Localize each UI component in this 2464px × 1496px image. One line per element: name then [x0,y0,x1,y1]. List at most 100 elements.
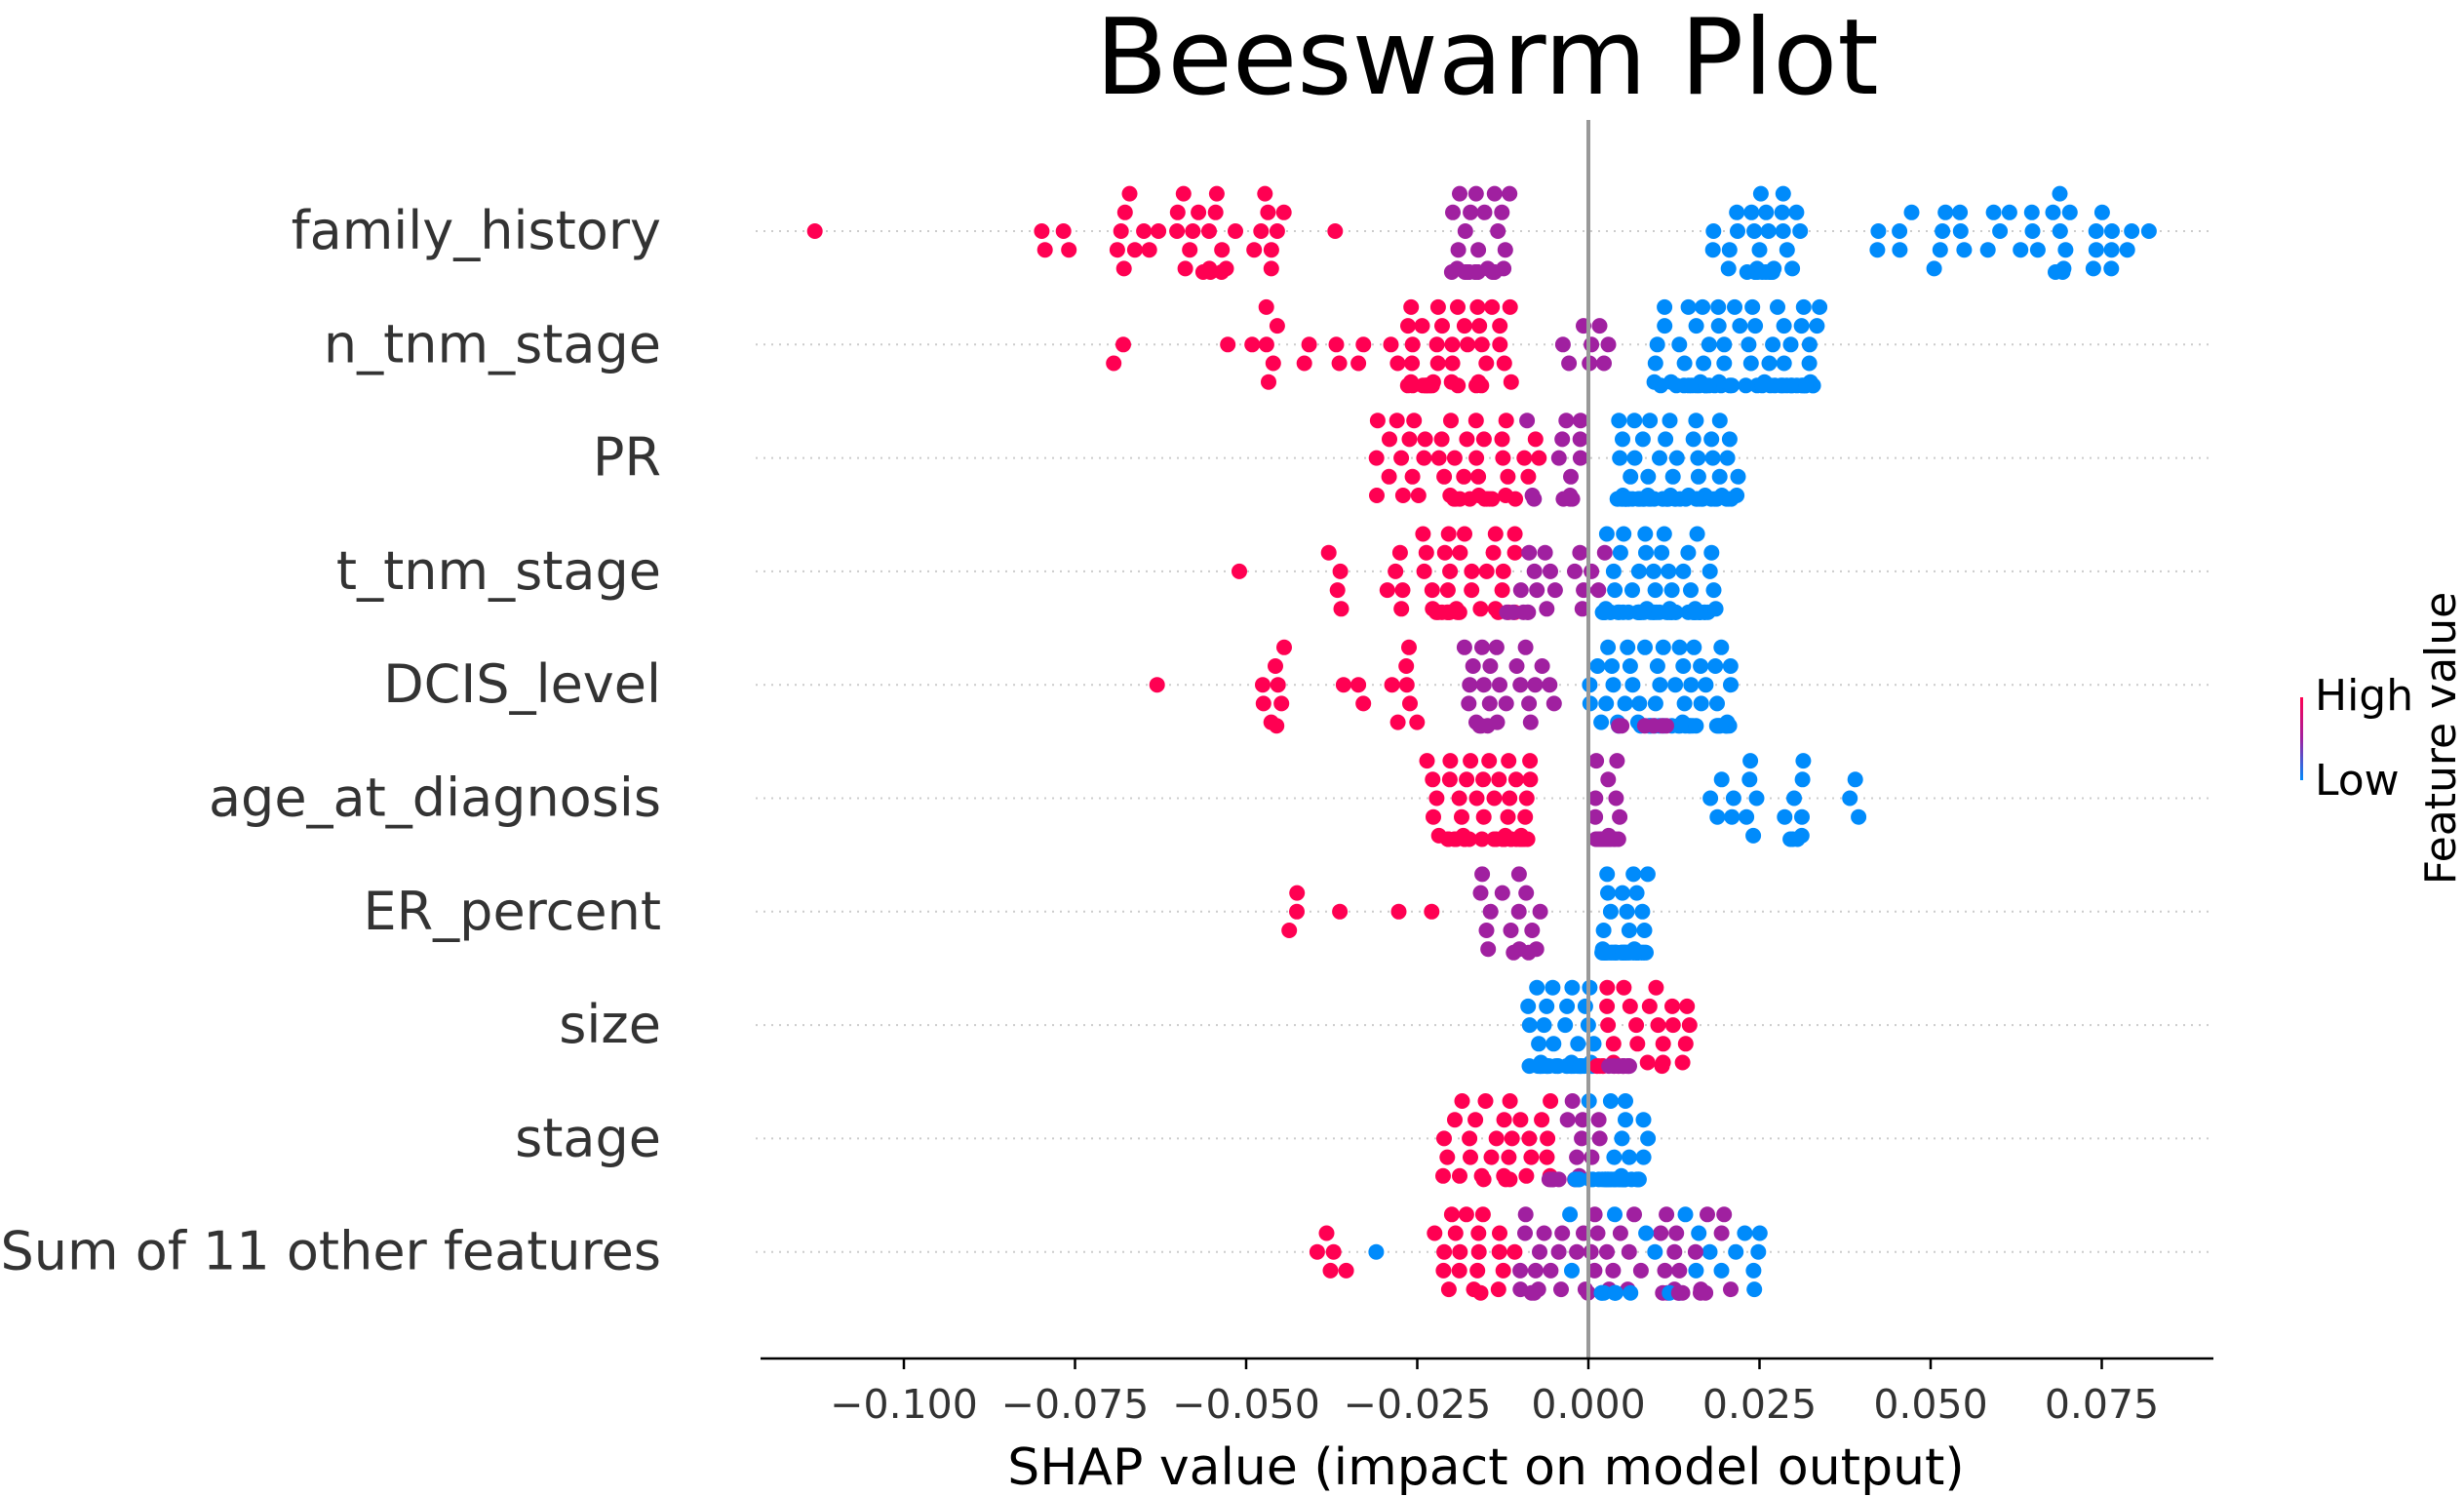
colorbar-high-label: High [2315,671,2413,721]
shap-point [1625,866,1642,883]
shap-point [1742,355,1759,372]
shap-point [1034,223,1050,239]
shap-point [1469,264,1485,280]
shap-point [1587,808,1604,825]
shap-point [1486,185,1503,202]
feature-label: family_history [292,200,661,261]
shap-point [1935,223,1951,239]
shap-point [1680,298,1697,315]
shap-point [1503,923,1519,938]
shap-point [1744,298,1761,315]
shap-point [1440,526,1457,542]
shap-point [1451,1262,1467,1279]
shap-point [1577,998,1593,1014]
shap-point [1723,677,1739,693]
shap-point [1320,544,1337,561]
shap-point [1842,790,1858,807]
shap-point [1626,944,1642,961]
shap-point [1301,336,1317,353]
shap-point [1612,544,1628,561]
shap-point [1452,185,1467,202]
shap-point [1926,260,1942,277]
shap-point [1593,1284,1610,1301]
shap-point [1436,1243,1453,1260]
shap-point [1472,885,1489,901]
shap-point [1713,1225,1730,1241]
shap-point [1705,582,1722,599]
shap-point [1591,318,1608,335]
shap-point [1605,677,1622,693]
shap-point [1696,355,1712,372]
shap-point [1492,318,1508,335]
shap-point [1545,1036,1562,1052]
shap-point [1732,318,1748,335]
shap-point [1722,658,1739,674]
shap-point [1605,1262,1622,1279]
shap-point [1620,639,1636,655]
shap-point [1775,223,1791,239]
shap-point [1428,790,1445,807]
shap-point [1693,1284,1708,1301]
shap-point [1653,377,1669,394]
shap-point [1441,771,1458,788]
shap-point [1553,1281,1569,1298]
shap-point [1490,223,1506,239]
shap-point [1424,582,1440,599]
shap-point [1640,1130,1657,1147]
shap-point [1611,1171,1627,1188]
shap-point [1486,790,1503,807]
shap-point [1529,979,1545,996]
shap-point [1597,604,1614,620]
shap-point [1748,790,1765,807]
shap-point [1662,413,1678,429]
shap-point [1607,582,1623,599]
shap-point [1415,526,1431,542]
shap-point [1468,450,1485,466]
shap-point [1462,1130,1478,1147]
shap-point [1151,223,1167,239]
shap-point [1642,413,1659,429]
shap-point [1468,790,1485,807]
shap-point [1512,677,1529,693]
shap-point [1471,318,1488,335]
shap-point [1472,601,1489,617]
shap-point [1106,355,1122,372]
x-tick-label: −0.025 [1344,1381,1492,1428]
shap-point [1255,695,1271,712]
shap-point [1782,831,1799,847]
shap-point [1430,450,1447,466]
shap-point [1390,903,1407,920]
shap-point [1462,677,1478,693]
shap-point [1177,260,1193,277]
shap-point [1730,468,1746,485]
x-tick-label: 0.000 [1531,1381,1645,1428]
shap-point [1488,1130,1505,1147]
shap-point [1626,413,1643,429]
shap-point [1721,242,1738,258]
shap-point [1677,1206,1694,1223]
shap-point [1402,695,1418,712]
shap-point [1495,450,1511,466]
shap-point [1456,318,1472,335]
shap-point [1545,695,1562,712]
shap-point [1400,318,1416,335]
shap-point [1289,903,1305,920]
shap-point [1036,242,1053,258]
shap-point [1545,979,1561,996]
shap-point [1478,563,1495,579]
shap-point [1574,1130,1590,1147]
shap-point [1532,903,1548,920]
shap-point [1589,1225,1606,1241]
shap-point [1638,544,1654,561]
shap-point [1663,582,1680,599]
shap-point [1457,526,1472,542]
shap-point [1569,1149,1585,1165]
shap-point [1470,1225,1487,1241]
shap-point [1639,866,1656,883]
shap-point [1598,526,1615,542]
shap-point [1492,677,1507,693]
shap-point [1956,242,1973,258]
shap-point [1765,336,1781,353]
shap-point [1750,1243,1767,1260]
shap-point [1721,431,1738,448]
